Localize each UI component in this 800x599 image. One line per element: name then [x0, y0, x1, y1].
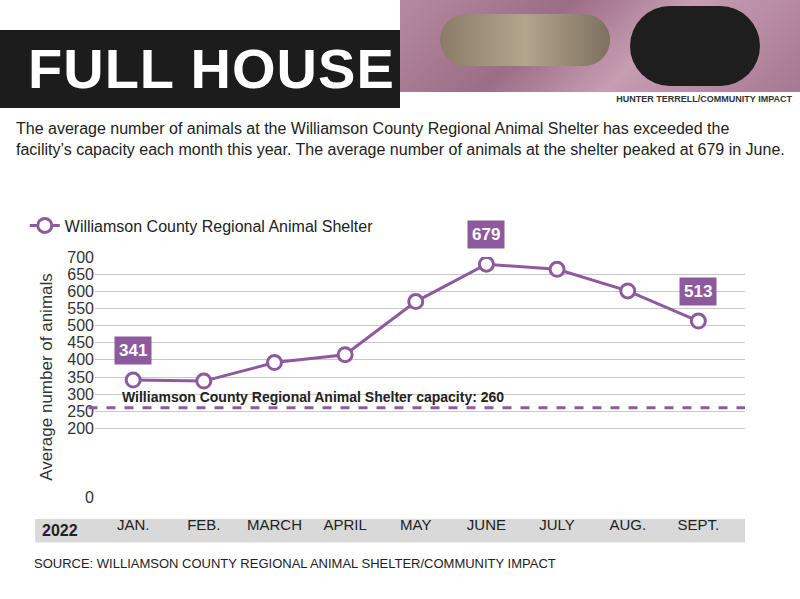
svg-text:200: 200 [67, 420, 94, 437]
svg-text:679: 679 [472, 225, 500, 244]
svg-text:650: 650 [67, 266, 94, 283]
html-text:SOURCE: WILLIAMSON COUNTY REGI: SOURCE: WILLIAMSON COUNTY REGIONAL ANIMA… [34, 556, 556, 571]
svg-text:Williamson County Regional Ani: Williamson County Regional Animal Shelte… [65, 218, 373, 235]
svg-text:FEB.: FEB. [187, 516, 220, 533]
svg-text:2022: 2022 [42, 522, 78, 539]
svg-text:300: 300 [67, 386, 94, 403]
svg-text:500: 500 [67, 317, 94, 334]
svg-text:341: 341 [119, 341, 147, 360]
svg-text:513: 513 [684, 282, 712, 301]
html-text:HUNTER TERRELL/COMMUNITY IMPAC: HUNTER TERRELL/COMMUNITY IMPACT [616, 94, 792, 104]
svg-text:JULY: JULY [539, 516, 575, 533]
svg-text:JAN.: JAN. [117, 516, 150, 533]
svg-text:AUG.: AUG. [609, 516, 646, 533]
svg-text:Average number of animals: Average number of animals [37, 273, 56, 481]
html-text:The average number of animals: The average number of animals at the Wil… [16, 120, 785, 158]
svg-text:600: 600 [67, 283, 94, 300]
svg-text:SEPT.: SEPT. [678, 516, 720, 533]
svg-text:JUNE: JUNE [467, 516, 506, 533]
svg-text:MARCH: MARCH [247, 516, 302, 533]
html-text:FULL HOUSE: FULL HOUSE [28, 37, 395, 100]
svg-text:550: 550 [67, 300, 94, 317]
svg-text:400: 400 [67, 351, 94, 368]
svg-text:Williamson County Regional Ani: Williamson County Regional Animal Shelte… [122, 389, 504, 405]
svg-text:0: 0 [85, 489, 94, 506]
svg-text:700: 700 [67, 249, 94, 266]
svg-text:450: 450 [67, 334, 94, 351]
svg-text:250: 250 [67, 403, 94, 420]
svg-text:350: 350 [67, 369, 94, 386]
svg-text:APRIL: APRIL [323, 516, 366, 533]
svg-text:MAY: MAY [400, 516, 431, 533]
